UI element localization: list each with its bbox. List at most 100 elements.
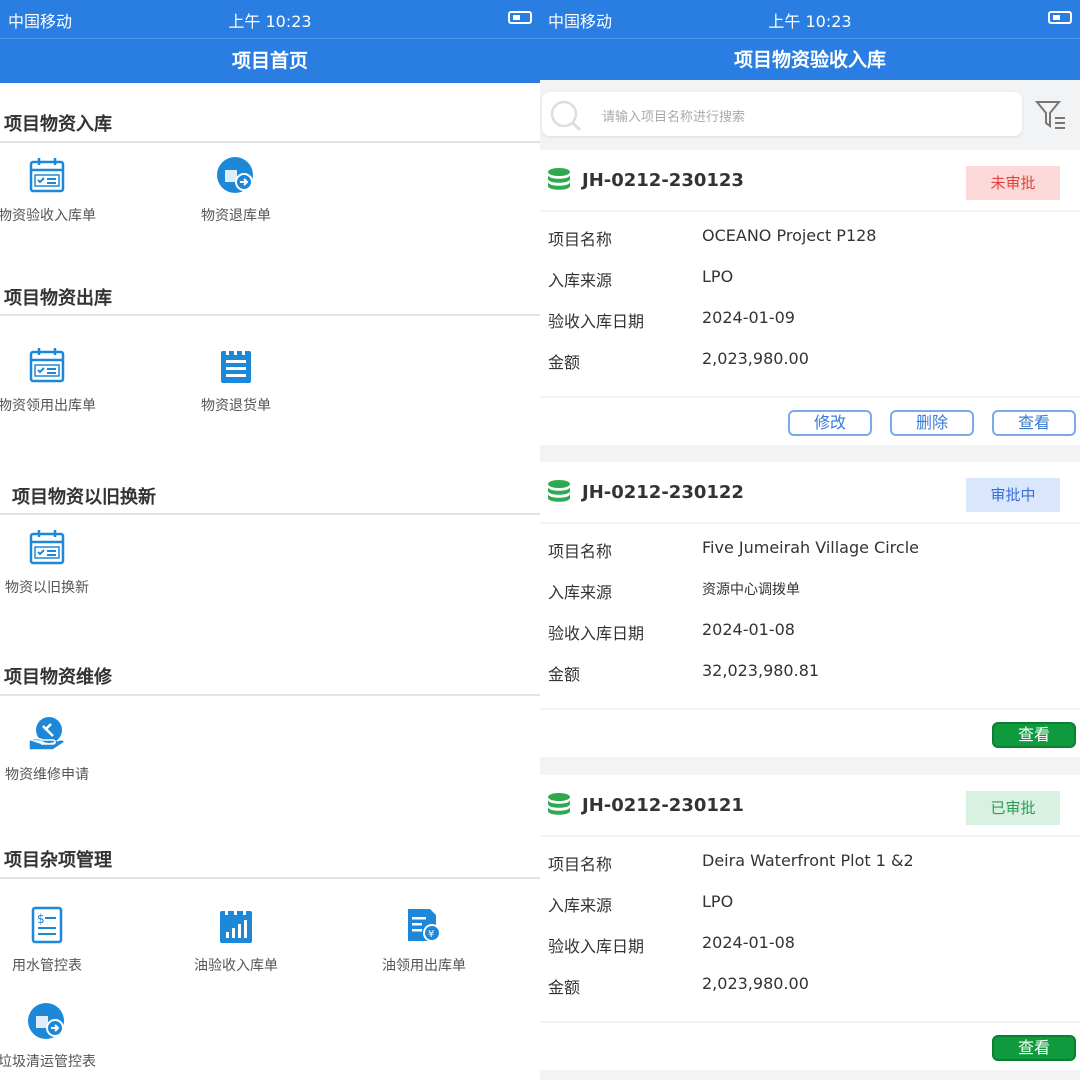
- field-value: 2024-01-08: [702, 620, 795, 639]
- record-card[interactable]: JH-0212-230122 审批中项目名称 Five Jumeirah Villa…: [540, 462, 1080, 757]
- field-label: 入库来源: [548, 583, 613, 602]
- field-label: 金额: [548, 978, 581, 997]
- field-value: 32,023,980.81: [702, 661, 820, 680]
- field-label: 金额: [548, 353, 581, 372]
- filter-icon[interactable]: [1034, 98, 1068, 132]
- section-title: 项目物资出库: [4, 288, 112, 309]
- field-row: 金额 2,023,980.00: [540, 339, 1080, 380]
- section-title: 项目物资维修: [4, 667, 112, 688]
- field-value: Deira Waterfront Plot 1 &2: [702, 851, 914, 870]
- view-button[interactable]: 查看: [992, 410, 1076, 436]
- grid-item-calendar-check[interactable]: 物资验收入库单: [0, 155, 117, 225]
- field-label: 项目名称: [548, 542, 613, 561]
- field-label: 金额: [548, 665, 581, 684]
- svg-text:$: $: [37, 912, 45, 926]
- page-title: 项目首页: [0, 38, 540, 83]
- clock: 上午 10:23: [228, 12, 312, 31]
- card-divider: [540, 1021, 1080, 1023]
- search-input[interactable]: 请输入项目名称进行搜索: [542, 92, 1022, 136]
- card-header: JH-0212-230123 未审批: [540, 150, 1080, 212]
- grid-item-label: 用水管控表: [12, 958, 82, 974]
- field-label: 验收入库日期: [548, 624, 645, 643]
- grid-item-notepad[interactable]: 物资退货单: [166, 345, 306, 415]
- search-placeholder: 请输入项目名称进行搜索: [602, 110, 746, 125]
- status-badge: 已审批: [966, 791, 1060, 825]
- grid-item-calendar-check[interactable]: 物资领用出库单: [0, 345, 117, 415]
- clock: 上午 10:23: [768, 12, 852, 31]
- edit-button[interactable]: 修改: [788, 410, 872, 436]
- material-receipt-list-screen: 中国移动 上午 10:23 项目物资验收入库 请输入项目名称进行搜索 JH-02…: [540, 0, 1080, 1080]
- carrier-label: 中国移动: [548, 12, 613, 31]
- field-value: 2024-01-09: [702, 308, 795, 327]
- record-fields: 项目名称 OCEANO Project P128 入库来源 LPO 验收入库日期 2024…: [540, 212, 1080, 380]
- grid-item-yuan-document[interactable]: ¥ 油领用出库单: [354, 905, 494, 975]
- field-row: 金额 2,023,980.00: [540, 964, 1080, 1005]
- grid-item-label: 物资退库单: [201, 208, 271, 224]
- field-row: 验收入库日期 2024-01-08: [540, 610, 1080, 651]
- carrier-label: 中国移动: [8, 12, 73, 31]
- field-value: 资源中心调拨单: [702, 582, 800, 598]
- view-button[interactable]: 查看: [992, 1035, 1076, 1061]
- field-value: OCEANO Project P128: [702, 226, 877, 245]
- record-code: JH-0212-230122: [582, 482, 744, 503]
- view-button[interactable]: 查看: [992, 722, 1076, 748]
- return-stock-icon: [0, 1001, 117, 1041]
- calendar-check-icon: [0, 527, 117, 567]
- bar-chart-icon: [166, 905, 306, 945]
- calendar-check-icon: [0, 345, 117, 385]
- section-title: 项目物资以旧换新: [12, 487, 156, 508]
- search-icon: [550, 100, 582, 132]
- record-card[interactable]: JH-0212-230121 已审批 项目名称 Deira Waterfront Pl…: [540, 775, 1080, 1070]
- record-code: JH-0212-230121: [582, 795, 744, 816]
- field-value: 2,023,980.00: [702, 974, 809, 993]
- battery-icon: [508, 11, 532, 24]
- status-bar: 中国移动 上午 10:23: [540, 0, 1080, 38]
- grid-item-label: 油验收入库单: [194, 958, 278, 974]
- status-badge: 审批中: [966, 478, 1060, 512]
- field-label: 入库来源: [548, 271, 613, 290]
- section-title: 项目杂项管理: [4, 850, 112, 871]
- section-divider: [0, 877, 540, 879]
- card-divider: [540, 708, 1080, 710]
- grid-item-return-stock[interactable]: 垃圾清运管控表: [0, 1001, 117, 1071]
- record-card[interactable]: JH-0212-230123 未审批 项目名称 OCEANO Project P128…: [540, 150, 1080, 445]
- field-row: 入库来源 LPO: [540, 257, 1080, 298]
- repair-hand-icon: [0, 714, 117, 754]
- page-title: 项目物资验收入库: [540, 38, 1080, 80]
- record-code: JH-0212-230123: [582, 170, 744, 191]
- grid-item-repair-hand[interactable]: 物资维修申请: [0, 714, 117, 784]
- field-row: 项目名称 Five Jumeirah Village Circle: [540, 528, 1080, 569]
- card-actions: 查看: [992, 722, 1076, 750]
- bill-icon: $: [0, 905, 117, 945]
- battery-icon: [1048, 11, 1072, 24]
- grid-item-label: 物资以旧换新: [5, 580, 89, 596]
- yuan-document-icon: ¥: [354, 905, 494, 945]
- field-row: 金额 32,023,980.81: [540, 651, 1080, 692]
- grid-item-calendar-check[interactable]: 物资以旧换新: [0, 527, 117, 597]
- database-icon: [548, 793, 570, 815]
- section-divider: [0, 141, 540, 143]
- field-row: 入库来源 LPO: [540, 882, 1080, 923]
- grid-item-label: 物资退货单: [201, 398, 271, 414]
- card-header: JH-0212-230121 已审批: [540, 775, 1080, 837]
- field-row: 入库来源 资源中心调拨单: [540, 569, 1080, 610]
- field-value: LPO: [702, 892, 734, 911]
- section-divider: [0, 694, 540, 696]
- project-home-screen: 中国移动 上午 10:23 项目首页 项目物资入库物资验收入库单 物资退库单项目物…: [0, 0, 540, 1071]
- calendar-check-icon: [0, 155, 117, 195]
- grid-item-label: 物资验收入库单: [0, 208, 96, 224]
- field-value: 2024-01-08: [702, 933, 795, 952]
- section-title: 项目物资入库: [4, 114, 112, 135]
- grid-item-label: 物资领用出库单: [0, 398, 96, 414]
- field-value: 2,023,980.00: [702, 349, 809, 368]
- grid-item-bar-chart[interactable]: 油验收入库单: [166, 905, 306, 975]
- field-value: LPO: [702, 267, 734, 286]
- grid-item-bill[interactable]: $ 用水管控表: [0, 905, 117, 975]
- card-header: JH-0212-230122 审批中: [540, 462, 1080, 524]
- svg-text:¥: ¥: [428, 929, 434, 940]
- section-divider: [0, 314, 540, 316]
- grid-item-label: 油领用出库单: [382, 958, 466, 974]
- field-value: Five Jumeirah Village Circle: [702, 538, 919, 557]
- delete-button[interactable]: 删除: [890, 410, 974, 436]
- grid-item-return-stock[interactable]: 物资退库单: [166, 155, 306, 225]
